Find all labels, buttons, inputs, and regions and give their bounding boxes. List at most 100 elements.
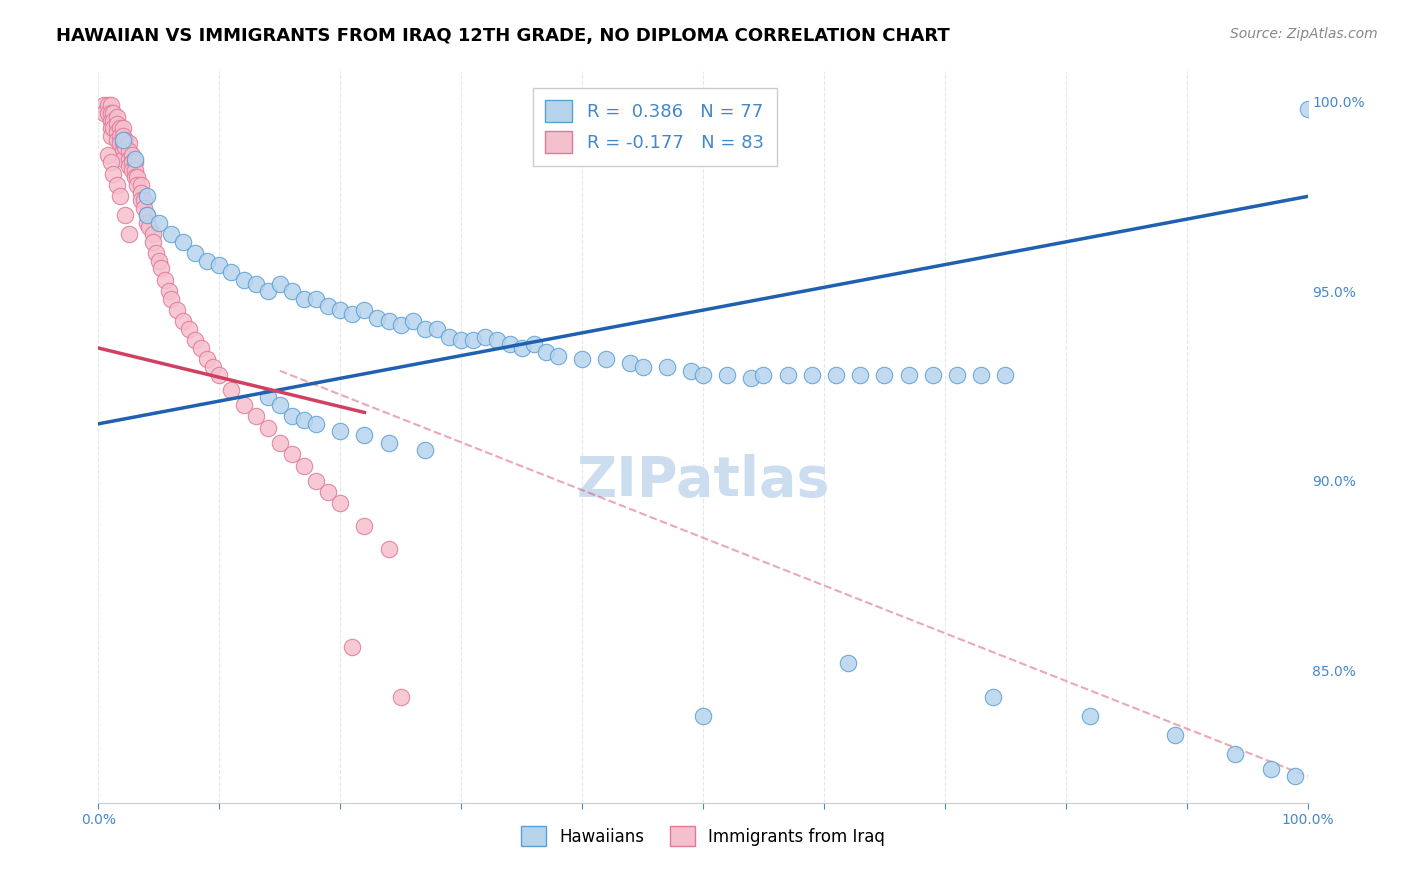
Point <box>135 189 157 203</box>
Point <box>114 208 136 222</box>
Point <box>897 368 920 382</box>
Text: ZIPatlas: ZIPatlas <box>576 454 830 508</box>
Point <box>329 303 352 318</box>
Point <box>195 352 218 367</box>
Point <box>108 136 131 151</box>
Point <box>474 329 496 343</box>
Point <box>135 208 157 222</box>
Point <box>426 322 449 336</box>
Point <box>342 640 364 655</box>
Point <box>101 113 124 128</box>
Point <box>269 398 291 412</box>
Point <box>316 299 339 313</box>
Point <box>389 318 412 333</box>
Point <box>510 341 533 355</box>
Point <box>184 334 207 348</box>
Point <box>166 303 188 318</box>
Point <box>124 152 146 166</box>
Point <box>523 337 546 351</box>
Point <box>970 368 993 382</box>
Point <box>111 152 134 166</box>
Point <box>97 98 120 112</box>
Point <box>148 253 170 268</box>
Point <box>292 413 315 427</box>
Point <box>256 284 278 298</box>
Point <box>571 352 593 367</box>
Point <box>160 227 183 242</box>
Point <box>135 208 157 222</box>
Point <box>134 201 156 215</box>
Point <box>752 368 775 382</box>
Point <box>269 435 291 450</box>
Point <box>305 474 328 488</box>
Point <box>377 541 399 556</box>
Point <box>316 485 339 500</box>
Point <box>121 155 143 169</box>
Point <box>245 409 267 424</box>
Point <box>256 390 278 404</box>
Point <box>100 128 122 143</box>
Point <box>100 113 122 128</box>
Point <box>93 106 115 120</box>
Point <box>292 458 315 473</box>
Point <box>145 246 167 260</box>
Point <box>105 125 128 139</box>
Point <box>114 132 136 146</box>
Point <box>97 147 120 161</box>
Point <box>281 284 304 298</box>
Point <box>148 216 170 230</box>
Point <box>994 368 1017 382</box>
Point <box>142 235 165 249</box>
Point <box>450 334 472 348</box>
Point <box>305 417 328 431</box>
Point <box>486 334 509 348</box>
Point <box>135 216 157 230</box>
Point <box>547 349 569 363</box>
Point <box>121 147 143 161</box>
Point <box>121 162 143 177</box>
Point <box>195 253 218 268</box>
Point <box>142 227 165 242</box>
Point <box>190 341 212 355</box>
Point <box>118 227 141 242</box>
Point <box>179 322 201 336</box>
Point <box>377 314 399 328</box>
Point <box>245 277 267 291</box>
Point <box>108 189 131 203</box>
Point <box>127 170 149 185</box>
Point <box>269 277 291 291</box>
Point <box>93 98 115 112</box>
Point <box>595 352 617 367</box>
Text: HAWAIIAN VS IMMIGRANTS FROM IRAQ 12TH GRADE, NO DIPLOMA CORRELATION CHART: HAWAIIAN VS IMMIGRANTS FROM IRAQ 12TH GR… <box>56 27 950 45</box>
Point <box>281 447 304 461</box>
Point <box>232 398 254 412</box>
Point <box>692 368 714 382</box>
Point <box>353 519 375 533</box>
Point <box>413 443 436 458</box>
Point <box>256 420 278 434</box>
Point <box>981 690 1004 704</box>
Point <box>353 303 375 318</box>
Point <box>127 178 149 192</box>
Point <box>100 106 122 120</box>
Point <box>1284 769 1306 783</box>
Point <box>619 356 641 370</box>
Text: Source: ZipAtlas.com: Source: ZipAtlas.com <box>1230 27 1378 41</box>
Point <box>463 334 485 348</box>
Point <box>108 121 131 136</box>
Point <box>100 98 122 112</box>
Point <box>184 246 207 260</box>
Point <box>118 144 141 158</box>
Point <box>679 364 702 378</box>
Point <box>111 128 134 143</box>
Point <box>329 496 352 510</box>
Point <box>208 368 231 382</box>
Point <box>111 144 134 158</box>
Point <box>114 140 136 154</box>
Point <box>534 344 557 359</box>
Point <box>221 383 243 397</box>
Point <box>97 106 120 120</box>
Point <box>100 121 122 136</box>
Point <box>111 121 134 136</box>
Point <box>105 117 128 131</box>
